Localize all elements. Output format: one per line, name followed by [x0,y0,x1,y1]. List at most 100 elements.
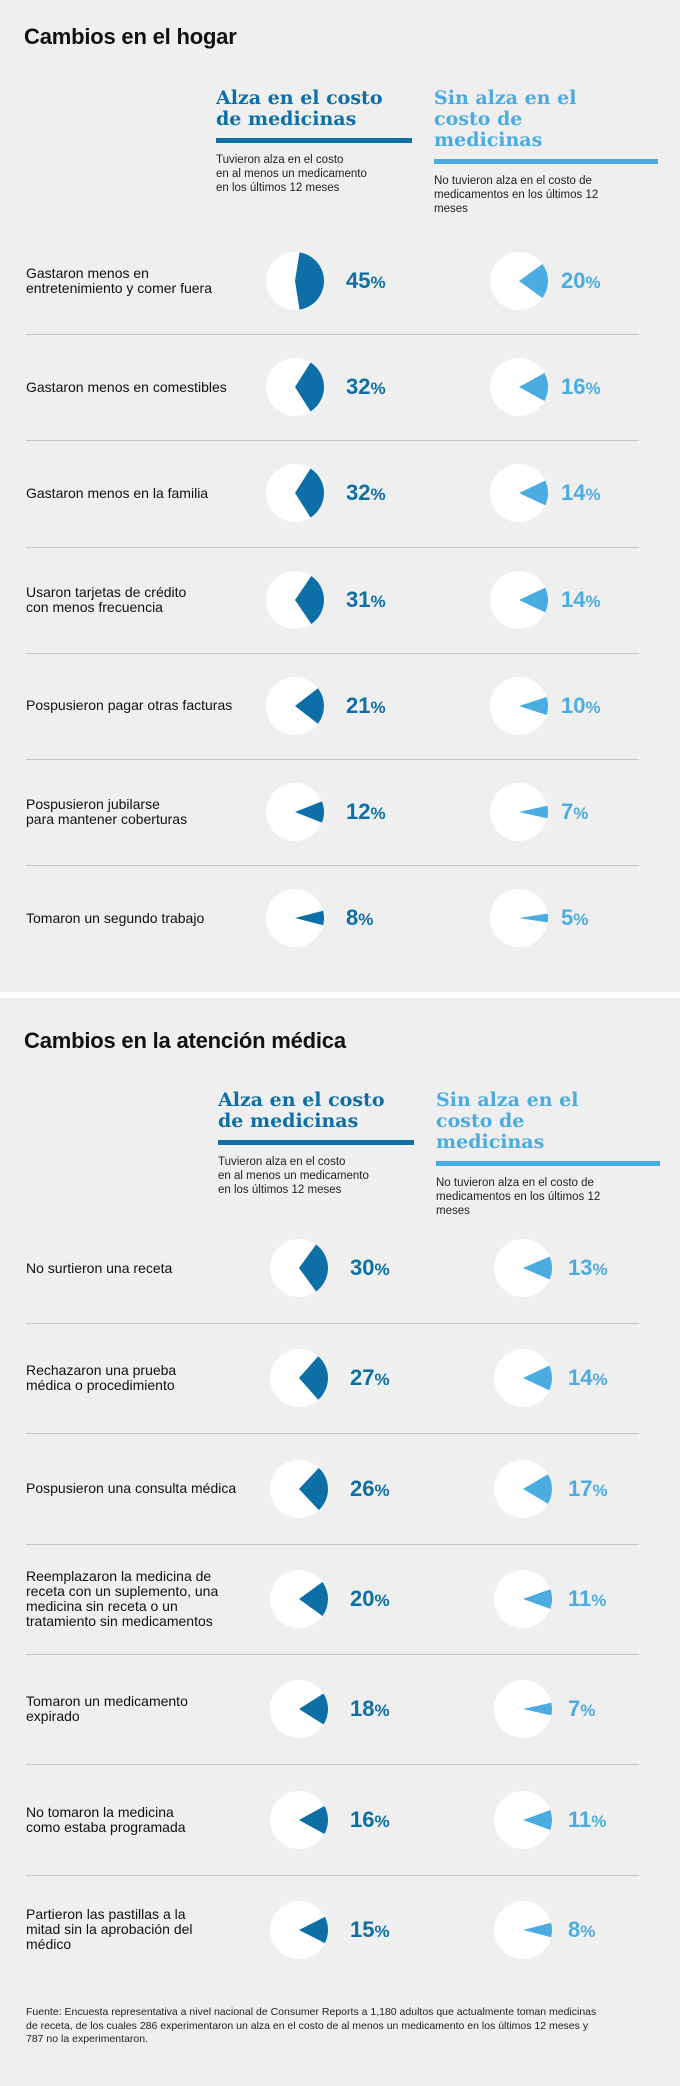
percent-label-no-increase: 16% [561,374,601,400]
percent-sign: % [591,1811,607,1831]
row-divider [26,546,639,548]
pie-chart-no-increase [494,1900,552,1959]
percent-label-price-increase: 45% [346,268,386,294]
percent-sign: % [370,697,386,717]
pie-slice [523,1922,552,1938]
pie-chart-price-increase [266,676,324,735]
percent-value: 16 [350,1806,375,1832]
pie-chart-no-increase [490,676,548,735]
percent-label-no-increase: 20% [561,268,601,294]
percent-label-no-increase: 11% [568,1807,606,1833]
pie-slice [523,1256,552,1280]
percent-sign: % [573,804,589,823]
percent-value: 14 [561,480,586,506]
pie-slice [523,1473,552,1504]
percent-label-price-increase: 20% [350,1586,390,1612]
percent-label-no-increase: 17% [568,1476,608,1502]
pie-chart-no-increase [494,1569,552,1628]
percent-label-price-increase: 15% [350,1917,390,1943]
row-divider [26,1654,639,1656]
percent-sign: % [370,591,386,611]
percent-value: 15 [350,1916,375,1942]
pie-chart-no-increase [490,358,548,417]
pie-slice [299,1581,328,1616]
row-label: Pospusieron jubilarse para mantener cobe… [26,796,188,827]
row-divider [26,334,639,336]
pie-slice [295,362,324,412]
percent-value: 14 [568,1365,593,1391]
row-label: Tomaron un segundo trabajo [26,909,205,926]
pie-chart-price-increase [270,1239,328,1297]
column-title: Alza en el costo de medicinas [216,87,383,130]
percent-sign: % [370,379,386,399]
pie-chart-price-increase [266,252,324,310]
percent-label-price-increase: 31% [346,587,386,613]
pie-chart-price-increase [266,358,324,417]
pie-slice [299,1356,328,1401]
percent-value: 8 [346,905,359,931]
percent-sign: % [370,485,386,505]
percent-label-no-increase: 14% [561,587,601,613]
percent-value: 11 [568,1585,592,1611]
percent-label-no-increase: 14% [561,480,601,506]
percent-label-price-increase: 30% [350,1255,390,1281]
percent-label-no-increase: 11% [568,1586,606,1612]
percent-label-no-increase: 7% [561,799,588,825]
row-divider [26,1433,639,1435]
column-header-no-increase: Sin alza en el costo de medicinas No tuv… [436,1090,660,1218]
pie-chart-no-increase [490,889,548,948]
percent-value: 8 [568,1916,581,1942]
pie-chart-price-increase [270,1459,328,1518]
pie-slice [519,587,548,612]
percent-value: 45 [346,268,371,293]
column-subtitle: No tuvieron alza en el costo de medicame… [436,1177,601,1217]
percent-sign: % [585,591,601,611]
percent-sign: % [573,910,589,930]
percent-sign: % [591,1590,607,1610]
percent-value: 20 [350,1585,375,1611]
column-title: Sin alza en el costo de medicinas [434,87,577,151]
pie-slice [523,1702,552,1716]
percent-label-price-increase: 26% [350,1476,390,1502]
pie-chart-price-increase [270,1569,328,1628]
row-label: Reemplazaron la medicina de receta con u… [26,1567,219,1629]
pie-slice [299,1467,328,1510]
column-subtitle: Tuvieron alza en el costo en al menos un… [216,154,367,194]
percent-value: 13 [568,1255,593,1280]
pie-chart-price-increase [266,464,324,523]
row-label: Gastaron menos en la familia [26,484,209,501]
pie-chart-no-increase [490,570,548,629]
percent-value: 32 [346,374,371,400]
percent-label-no-increase: 5% [561,905,588,931]
row-label: Gastaron menos en comestibles [26,378,227,395]
percent-sign: % [374,1260,390,1279]
pie-chart-price-increase [266,889,324,948]
pie-chart-price-increase [270,1680,328,1739]
percent-value: 10 [561,692,586,718]
pie-chart-no-increase [490,252,548,310]
pie-slice [519,263,548,299]
percent-value: 5 [561,905,574,931]
percent-sign: % [585,379,601,399]
percent-value: 27 [350,1365,375,1391]
percent-sign: % [585,273,601,292]
percent-label-price-increase: 18% [350,1696,390,1722]
pie-slice [523,1589,552,1609]
section-medical-care: Cambios en la atención médica Alza en el… [0,1000,680,2086]
row-divider [26,652,639,654]
column-header-price-increase: Alza en el costo de medicinas Tuvieron a… [218,1090,414,1197]
percent-label-price-increase: 32% [346,480,386,506]
column-subtitle: No tuvieron alza en el costo de medicame… [434,175,599,215]
section-household: Cambios en el hogar Alza en el costo de … [0,0,680,992]
pie-slice [519,696,548,715]
percent-sign: % [374,1370,390,1390]
pie-chart-price-increase [270,1349,328,1408]
percent-label-price-increase: 27% [350,1365,390,1391]
section-title: Cambios en el hogar [24,24,237,49]
percent-sign: % [580,1921,596,1941]
pie-chart-no-increase [490,783,548,841]
percent-sign: % [592,1260,608,1279]
percent-sign: % [592,1370,608,1390]
row-label: No tomaron la medicina como estaba progr… [26,1803,186,1835]
percent-sign: % [358,910,374,930]
